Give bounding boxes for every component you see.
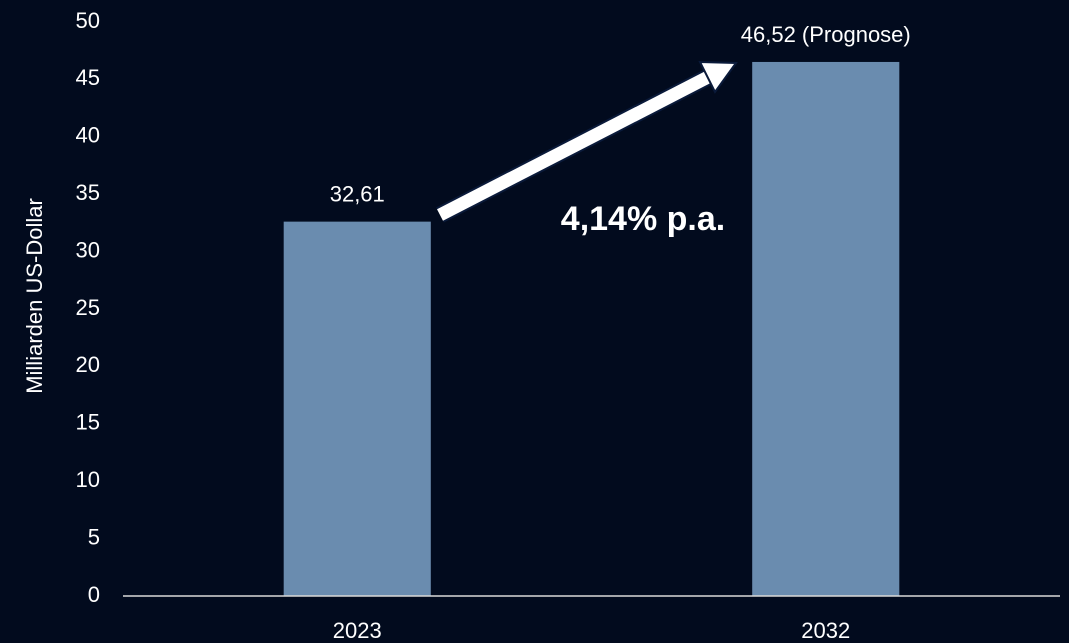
y-tick-label: 40 (76, 123, 100, 148)
value-label: 46,52 (Prognose) (741, 22, 911, 47)
annotation: 4,14% p.a. (561, 200, 725, 238)
value-label: 32,61 (330, 181, 385, 206)
y-tick-label: 5 (88, 524, 100, 549)
y-tick-label: 0 (88, 582, 100, 607)
arrow-shaft (437, 69, 715, 221)
y-axis-label: Milliarden US-Dollar (22, 198, 47, 394)
y-tick-label: 10 (76, 467, 100, 492)
bar (752, 61, 900, 597)
arrow-head (698, 60, 738, 94)
x-tick-label: 2032 (801, 618, 850, 643)
y-tick-label: 35 (76, 180, 100, 205)
growth-arrow (436, 60, 738, 223)
y-tick-label: 15 (76, 410, 100, 435)
y-tick-label: 25 (76, 295, 100, 320)
y-tick-label: 45 (76, 65, 100, 90)
y-tick-label: 50 (76, 8, 100, 33)
x-tick-label: 2023 (333, 618, 382, 643)
bar (283, 221, 431, 596)
y-tick-label: 20 (76, 352, 100, 377)
y-tick-label: 30 (76, 237, 100, 262)
